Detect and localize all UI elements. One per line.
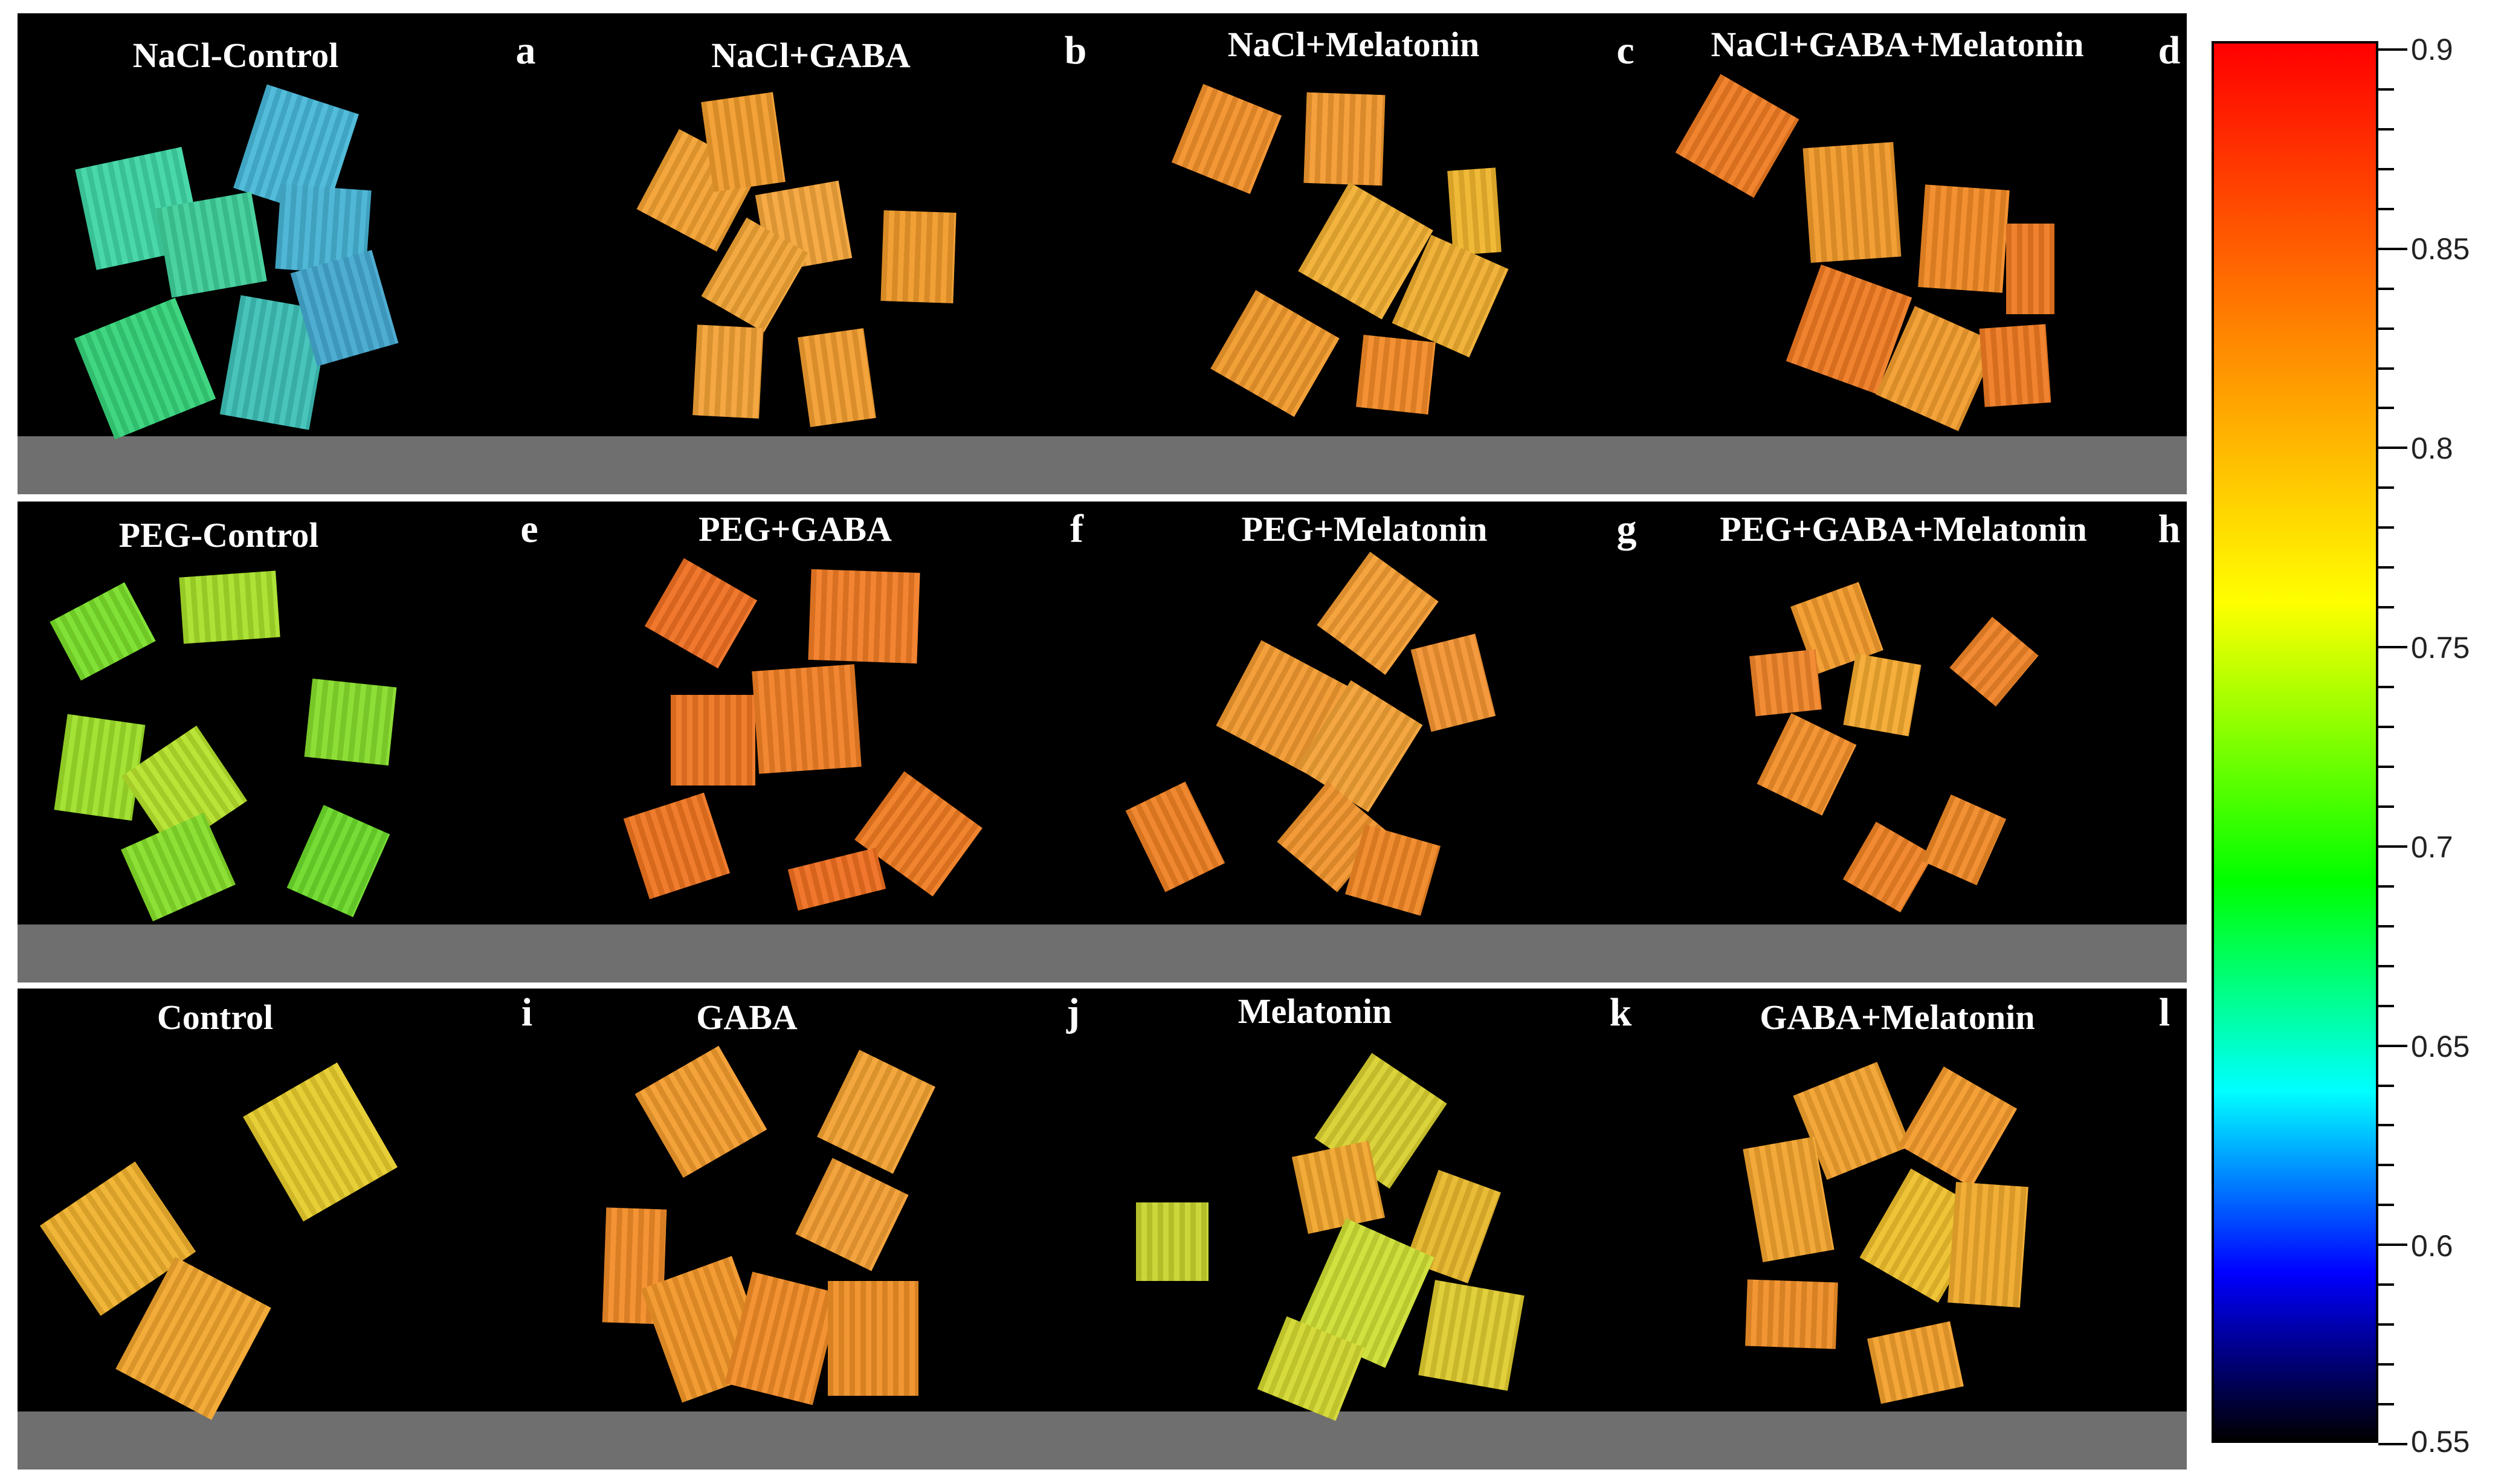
leaf-image [692, 324, 764, 419]
leaf-image [798, 328, 876, 427]
colorbar-tick [2378, 88, 2394, 91]
leaf-image [1918, 184, 2010, 293]
leaf-image [1843, 653, 1922, 737]
colorbar-label-0.7: 0.7 [2411, 830, 2453, 864]
leaf-image [1291, 1140, 1386, 1234]
leaf-image [1745, 1279, 1838, 1349]
colorbar-label-0.9: 0.9 [2411, 33, 2453, 66]
leaf-image [1947, 1182, 2028, 1308]
leaf-image [1802, 141, 1902, 263]
leaf-image [156, 192, 267, 298]
panel-i-letter: i [521, 990, 533, 1034]
colorbar-tick [2378, 1403, 2394, 1405]
panel-g-letter: g [1616, 507, 1637, 551]
leaf-image [2006, 224, 2054, 314]
colorbar-tick [2378, 367, 2394, 370]
colorbar-label-0.8: 0.8 [2411, 431, 2453, 465]
colorbar-tick [2378, 1244, 2407, 1246]
panel-l-title: GABA+Melatonin [1760, 998, 2035, 1037]
leaf-image [1303, 92, 1386, 186]
panel-k-letter: k [1609, 990, 1632, 1034]
colorbar-label-0.55: 0.55 [2411, 1425, 2470, 1459]
panel-j-letter: j [1066, 990, 1080, 1034]
panel-k-title: Melatonin [1237, 992, 1392, 1031]
row-2-separator [18, 924, 2187, 982]
colorbar-tick [2378, 1204, 2394, 1206]
colorbar-tick [2378, 686, 2394, 688]
panel-j-title: GABA [696, 998, 798, 1037]
colorbar-tick [2378, 248, 2407, 250]
colorbar-tick [2378, 1283, 2394, 1286]
leaf-image [1749, 649, 1822, 717]
colorbar-label-0.6: 0.6 [2411, 1229, 2453, 1263]
colorbar-tick [2378, 1045, 2407, 1047]
leaf-image [752, 664, 862, 774]
panel-a-letter: a [515, 28, 536, 73]
leaf-image [1979, 324, 2051, 407]
row-3-background [18, 989, 2187, 1411]
leaf-image [304, 679, 397, 766]
leaf-image [179, 570, 280, 644]
leaf-image [1356, 335, 1436, 415]
panel-g-title: PEG+Melatonin [1241, 509, 1488, 549]
colorbar-tick [2378, 606, 2394, 608]
colorbar-tick [2378, 766, 2394, 768]
colorbar-tick [2378, 208, 2394, 210]
panel-i-title: Control [156, 998, 274, 1037]
panel-e-letter: e [520, 507, 538, 551]
leaf-image [1136, 1202, 1208, 1281]
panel-d-letter: d [2158, 28, 2181, 73]
colorbar-tick [2378, 168, 2394, 170]
colorbar-tick [2378, 486, 2394, 489]
colorbar-tick [2378, 1363, 2394, 1366]
colorbar-tick [2378, 288, 2394, 290]
leaf-image [828, 1281, 918, 1396]
row-1-separator [18, 436, 2187, 494]
colorbar-tick [2378, 1164, 2394, 1166]
panel-f-title: PEG+GABA [699, 509, 892, 549]
colorbar-gradient [2212, 41, 2378, 1443]
colorbar-tick [2378, 128, 2394, 131]
colorbar-tick [2378, 925, 2394, 928]
panel-e-title: PEG-Control [118, 515, 319, 555]
colorbar-label-0.85: 0.85 [2411, 232, 2470, 266]
colorbar-tick [2378, 1005, 2394, 1007]
row-3-separator [18, 1411, 2187, 1469]
leaf-image [808, 569, 920, 664]
colorbar-tick [2378, 965, 2394, 967]
leaf-image [671, 695, 755, 786]
colorbar-tick [2378, 407, 2394, 409]
leaf-image [54, 714, 146, 821]
leaf-image [1447, 167, 1502, 256]
colorbar-tick [2378, 566, 2394, 569]
colorbar-tick [2378, 1085, 2394, 1087]
panel-b-title: NaCl+GABA [711, 36, 911, 75]
colorbar-tick [2378, 845, 2407, 848]
colorbar-tick [2378, 646, 2407, 648]
colorbar-tick [2378, 885, 2394, 888]
panel-f-letter: f [1070, 507, 1083, 551]
colorbar-tick [2378, 1124, 2394, 1126]
colorbar-tick [2378, 327, 2394, 330]
colorbar-label-0.65: 0.65 [2411, 1030, 2470, 1063]
colorbar-label-0.75: 0.75 [2411, 631, 2470, 665]
panel-l-letter: l [2158, 990, 2170, 1034]
panel-a-title: NaCl-Control [132, 36, 339, 75]
leaf-image [701, 92, 786, 192]
leaf-image [1418, 1280, 1525, 1391]
panel-b-letter: b [1064, 28, 1087, 73]
colorbar-tick [2378, 447, 2407, 449]
colorbar-tick [2378, 48, 2407, 51]
leaf-image [880, 210, 957, 304]
panel-c-letter: c [1616, 28, 1634, 73]
panel-h-title: PEG+GABA+Melatonin [1720, 509, 2087, 549]
panel-d-title: NaCl+GABA+Melatonin [1711, 25, 2084, 64]
colorbar-tick [2378, 805, 2394, 808]
panel-c-title: NaCl+Melatonin [1227, 25, 1480, 64]
colorbar-tick [2378, 726, 2394, 728]
colorbar-tick [2378, 526, 2394, 529]
colorbar-tick [2378, 1443, 2407, 1445]
colorbar-tick [2378, 1323, 2394, 1326]
panel-h-letter: h [2158, 507, 2181, 551]
